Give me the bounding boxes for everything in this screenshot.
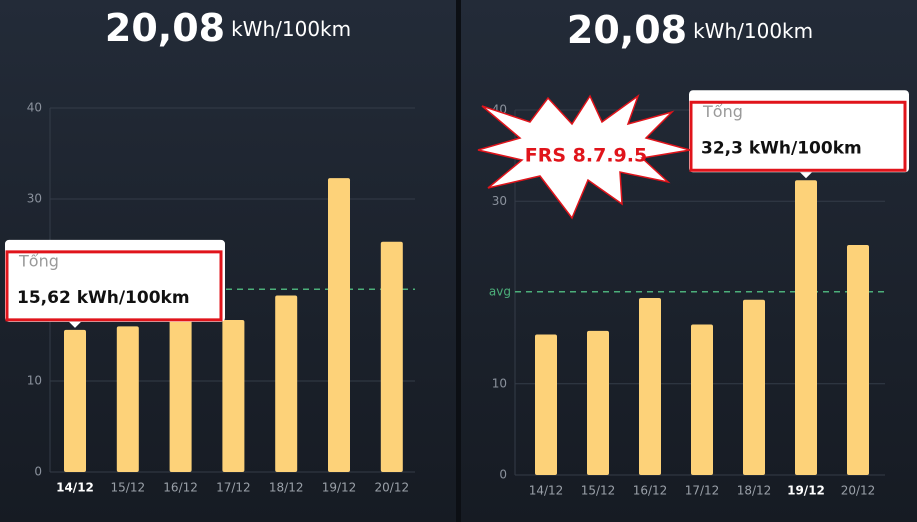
x-tick-label: 14/12 — [56, 481, 94, 495]
y-tick-label: 0 — [499, 468, 507, 482]
bar — [64, 329, 86, 472]
y-tick-label: 30 — [492, 194, 507, 208]
bar — [847, 245, 869, 475]
annotation: FRS 8.7.9.5 — [525, 145, 647, 167]
tooltip-title: Tổng — [702, 102, 743, 121]
tooltip-pointer — [69, 321, 81, 328]
x-tick-label: 18/12 — [737, 484, 772, 498]
x-tick-label: 15/12 — [581, 484, 616, 498]
tooltip — [5, 239, 225, 322]
divider — [456, 0, 461, 522]
starburst-shape — [477, 93, 691, 220]
highlight-box — [689, 100, 907, 172]
bar — [691, 324, 713, 475]
tooltip-title: Tổng — [18, 251, 59, 270]
y-tick-label: 0 — [34, 465, 42, 479]
x-tick-label: 14/12 — [529, 484, 564, 498]
tooltip-value: 15,62 kWh/100km — [17, 288, 190, 308]
x-tick-label: 20/12 — [375, 481, 410, 495]
bar — [795, 180, 817, 475]
x-tick-label: 19/12 — [787, 484, 825, 498]
headline-unit: kWh/100km — [693, 19, 813, 43]
bar — [275, 295, 298, 472]
y-tick-label: 40 — [27, 101, 42, 115]
x-tick-label: 15/12 — [111, 481, 146, 495]
y-tick-label: 10 — [27, 374, 42, 388]
bar — [169, 294, 192, 472]
starburst — [477, 93, 691, 220]
bar — [222, 320, 245, 472]
highlight-box — [5, 250, 223, 322]
headline-unit: kWh/100km — [231, 17, 351, 41]
headline: 20,08 kWh/100km — [105, 6, 351, 50]
bar — [328, 178, 350, 472]
x-tick-label: 18/12 — [269, 481, 304, 495]
avg-label: avg — [489, 284, 511, 298]
tooltip-pointer — [800, 172, 812, 179]
x-tick-label: 17/12 — [685, 484, 720, 498]
bar — [380, 241, 403, 472]
bar — [535, 334, 557, 475]
x-tick-label: 20/12 — [841, 484, 876, 498]
headline-value: 20,08 — [105, 6, 225, 50]
bar — [116, 326, 139, 472]
y-tick-label: 30 — [27, 192, 42, 206]
y-tick-label: 10 — [492, 376, 507, 390]
headline: 20,08 kWh/100km — [567, 8, 813, 52]
x-tick-label: 16/12 — [633, 484, 668, 498]
bar — [639, 297, 661, 475]
tooltip-value: 32,3 kWh/100km — [701, 138, 862, 158]
x-tick-label: 19/12 — [322, 481, 357, 495]
x-tick-label: 16/12 — [163, 481, 198, 495]
tooltip — [689, 90, 909, 173]
bar — [587, 330, 609, 475]
bar — [743, 299, 765, 475]
x-tick-label: 17/12 — [216, 481, 251, 495]
headline-value: 20,08 — [567, 8, 687, 52]
